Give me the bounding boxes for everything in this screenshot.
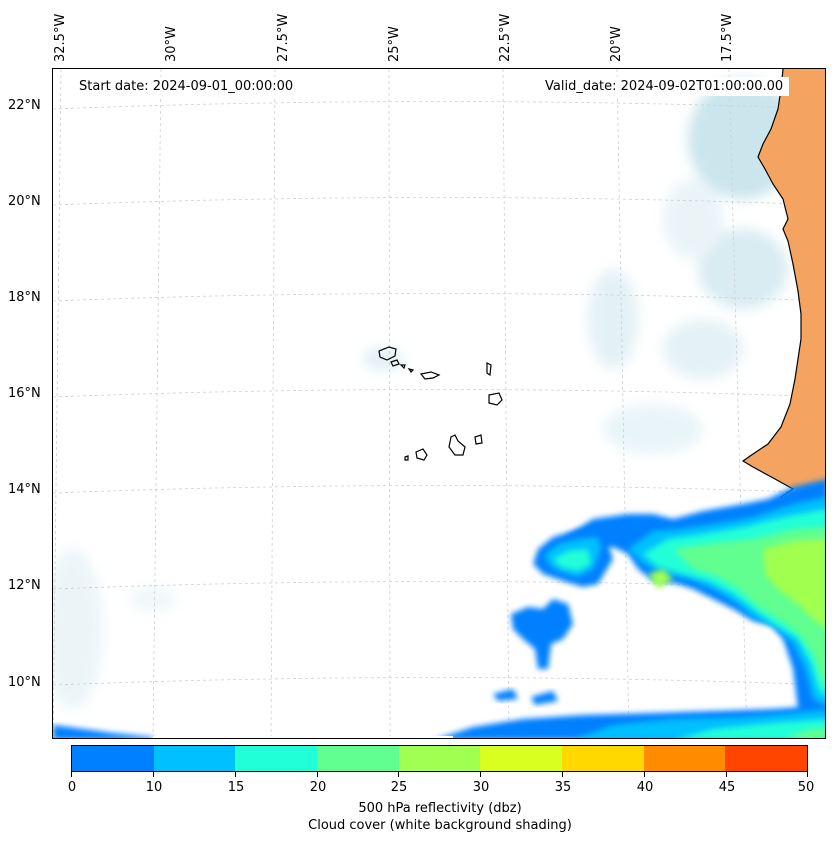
colorbar-tick-label: 50 (797, 780, 815, 795)
start-date-label: Start date: 2024-09-01_00:00:00 (73, 77, 300, 96)
reflectivity-field (53, 479, 825, 738)
colorbar-tick-label: 35 (554, 780, 572, 795)
map-canvas (53, 69, 825, 738)
colorbar-tick (317, 772, 318, 777)
lat-label-18n: 18°N (8, 290, 41, 305)
colorbar-tick-label: 30 (472, 780, 490, 795)
colorbar-segment-0-10 (72, 746, 154, 771)
lon-label-22.5w: 22.5°W (498, 13, 513, 62)
colorbar-segment-40-45 (643, 746, 726, 771)
colorbar-segment-10-15 (153, 746, 236, 771)
colorbar-tick-label: 25 (390, 780, 408, 795)
colorbar-segment-20-25 (317, 746, 399, 771)
colorbar-segment-45-50 (725, 746, 808, 771)
lon-label-27.5w: 27.5°W (276, 13, 291, 62)
colorbar-tick (562, 772, 563, 777)
colorbar-tick (807, 772, 808, 777)
lat-label-10n: 10°N (8, 675, 41, 690)
colorbar-tick-label: 10 (145, 780, 163, 795)
graticule (53, 69, 825, 738)
lat-label-12n: 12°N (8, 578, 41, 593)
lon-label-30w: 30°W (164, 26, 179, 62)
colorbar-tick (71, 772, 72, 777)
lat-label-14n: 14°N (8, 482, 41, 497)
colorbar-tick (398, 772, 399, 777)
valid-date-label: Valid_date: 2024-09-02T01:00:00.00 (539, 77, 790, 96)
colorbar-segment-15-20 (235, 746, 318, 771)
colorbar-tick-label: 15 (227, 780, 245, 795)
african-land (743, 69, 825, 514)
lat-label-22n: 22°N (8, 98, 41, 113)
cape-verde-islands (378, 346, 503, 461)
colorbar-subtitle: Cloud cover (white background shading) (308, 818, 572, 833)
colorbar-tick (726, 772, 727, 777)
lat-label-20n: 20°N (8, 194, 41, 209)
map-panel[interactable]: Start date: 2024-09-01_00:00:00 Valid_da… (52, 68, 826, 739)
coastline (741, 69, 802, 520)
lon-label-25w: 25°W (387, 26, 402, 62)
cloud-cover-shading (53, 79, 798, 709)
colorbar-tick (235, 772, 236, 777)
lon-label-17.5w: 17.5°W (720, 13, 735, 62)
colorbar-tick (480, 772, 481, 777)
colorbar-tick-label: 20 (309, 780, 327, 795)
colorbar-tick (644, 772, 645, 777)
reflectivity-colorbar (71, 745, 808, 772)
lon-label-32.5w: 32.5°W (53, 13, 68, 62)
colorbar-tick-label: 40 (636, 780, 654, 795)
colorbar-segment-35-40 (562, 746, 644, 771)
colorbar-tick-label: 0 (67, 780, 77, 795)
lon-label-20w: 20°W (609, 26, 624, 62)
lat-label-16n: 16°N (8, 386, 41, 401)
colorbar-title: 500 hPa reflectivity (dbz) (358, 801, 522, 816)
colorbar-segment-30-35 (480, 746, 563, 771)
colorbar-tick (153, 772, 154, 777)
colorbar-tick-label: 45 (718, 780, 736, 795)
colorbar-segment-25-30 (398, 746, 481, 771)
